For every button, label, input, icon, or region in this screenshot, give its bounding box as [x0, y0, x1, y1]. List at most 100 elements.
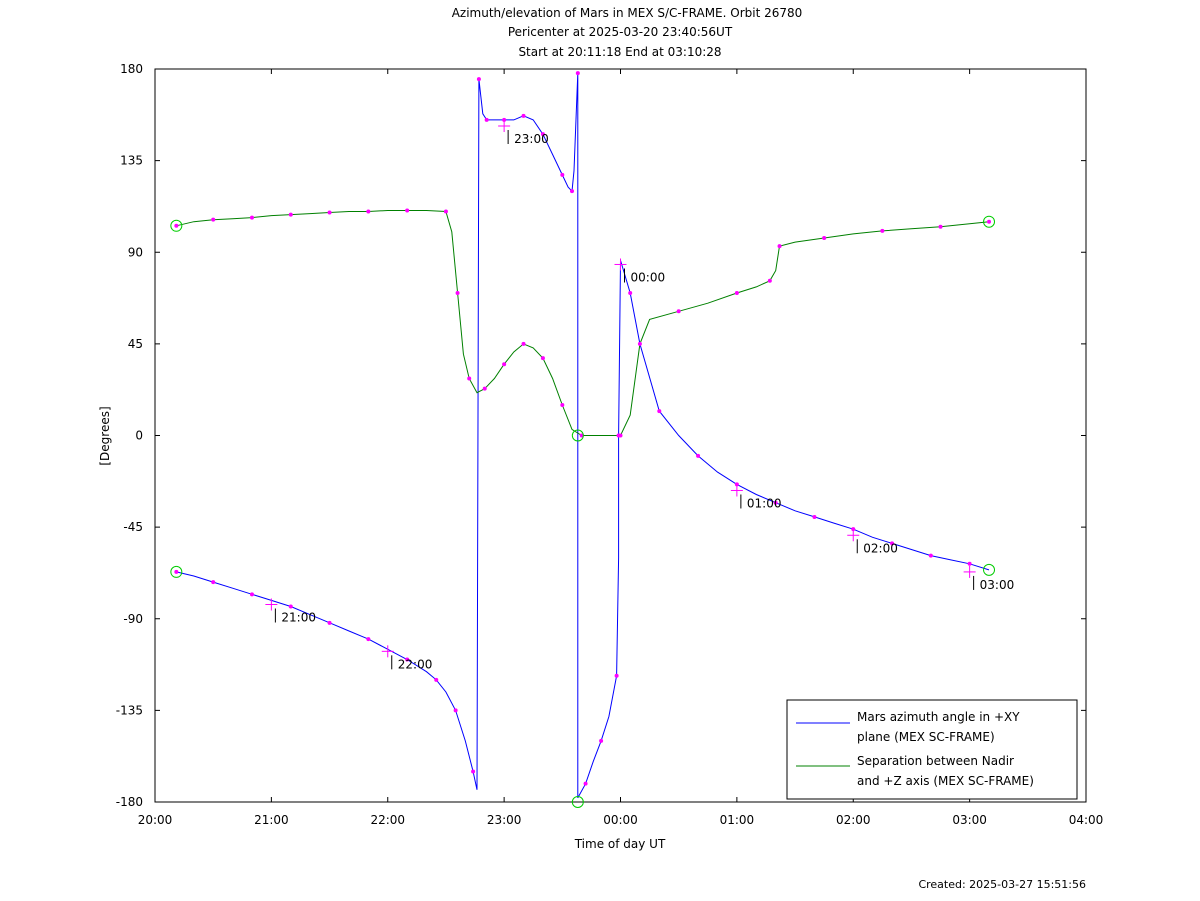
sample-point	[583, 781, 588, 786]
y-tick-label: 180	[120, 62, 143, 76]
sample-point	[540, 356, 545, 361]
y-axis-label: [Degrees]	[98, 406, 112, 465]
sample-point	[502, 117, 507, 122]
sample-point	[540, 132, 545, 137]
sample-point	[777, 244, 782, 249]
sample-point	[696, 453, 701, 458]
hour-label: 02:00	[863, 541, 898, 555]
sample-point	[476, 77, 481, 82]
hour-labels: 21:00 22:00 23:00 00:00 01:00 02:00 03:00	[265, 120, 1014, 671]
sample-point	[482, 386, 487, 391]
sample-point	[637, 341, 642, 346]
x-tick-label: 23:00	[487, 813, 522, 827]
sample-point	[405, 657, 410, 662]
sample-point	[471, 769, 476, 774]
circle-marker	[983, 215, 996, 228]
sample-point	[987, 219, 992, 224]
markers-layer	[170, 71, 996, 808]
sample-point	[657, 409, 662, 414]
x-axis: 20:00 21:00 22:00 23:00 00:00 01:00 02:00 03:00…	[138, 69, 1104, 827]
created-timestamp: Created: 2025-03-27 15:51:56	[918, 878, 1086, 891]
sample-point	[812, 514, 817, 519]
sample-point	[484, 117, 489, 122]
y-tick-label: -90	[123, 612, 143, 626]
sample-point	[599, 738, 604, 743]
y-tick-label: 90	[128, 245, 143, 259]
sample-point	[928, 553, 933, 558]
y-tick-label: -45	[123, 520, 143, 534]
sample-point	[327, 210, 332, 215]
sample-point	[453, 708, 458, 713]
sample-point	[249, 592, 254, 597]
sample-point	[767, 278, 772, 283]
sample-point	[288, 604, 293, 609]
x-tick-label: 22:00	[370, 813, 405, 827]
sample-point	[560, 172, 565, 177]
sample-point	[502, 362, 507, 367]
sample-point	[618, 433, 623, 438]
sample-point	[579, 433, 584, 438]
x-tick-label: 20:00	[138, 813, 173, 827]
sample-point	[174, 569, 179, 574]
sample-point	[773, 500, 778, 505]
x-tick-label: 03:00	[952, 813, 987, 827]
chart-title: Azimuth/elevation of Mars in MEX S/C-FRA…	[452, 6, 803, 59]
y-tick-label: -135	[116, 703, 143, 717]
circle-marker	[571, 429, 584, 442]
circle-marker	[170, 565, 183, 578]
x-tick-label: 00:00	[603, 813, 638, 827]
sample-point	[467, 376, 472, 381]
circle-marker	[983, 563, 996, 576]
sample-point	[822, 235, 827, 240]
sample-point	[405, 208, 410, 213]
sample-point	[443, 209, 448, 214]
sample-point	[967, 561, 972, 566]
sample-point	[575, 71, 580, 76]
sample-point	[455, 290, 460, 295]
series-layer	[176, 73, 990, 799]
x-tick-label: 21:00	[254, 813, 289, 827]
sample-point	[890, 541, 895, 546]
x-tick-label: 01:00	[720, 813, 755, 827]
sample-point	[880, 228, 885, 233]
sample-point	[366, 637, 371, 642]
sample-point	[521, 113, 526, 118]
sample-point	[614, 673, 619, 678]
sample-point	[366, 209, 371, 214]
y-tick-label: 135	[120, 154, 143, 168]
sample-point	[560, 402, 565, 407]
legend-azimuth-line-1: Mars azimuth angle in +XY	[857, 710, 1020, 724]
sample-point	[734, 482, 739, 487]
sample-point	[628, 290, 633, 295]
title-line-1: Azimuth/elevation of Mars in MEX S/C-FRA…	[452, 6, 803, 20]
y-tick-label: -180	[116, 795, 143, 809]
title-line-2: Pericenter at 2025-03-20 23:40:56UT	[508, 25, 733, 39]
y-tick-label: 0	[135, 429, 143, 443]
sample-point	[570, 189, 575, 194]
circle-marker	[170, 219, 183, 232]
hour-label: 00:00	[631, 270, 666, 284]
sample-point	[174, 223, 179, 228]
legend-azimuth-line-2: plane (MEX SC-FRAME)	[857, 730, 995, 744]
x-tick-label: 04:00	[1069, 813, 1104, 827]
sample-point	[211, 580, 216, 585]
legend-separation-line-1: Separation between Nadir	[857, 754, 1014, 768]
circle-marker	[571, 796, 584, 808]
hour-label: 03:00	[980, 578, 1015, 592]
sample-point	[851, 527, 856, 532]
x-axis-label: Time of day UT	[574, 837, 666, 851]
sample-point	[521, 341, 526, 346]
x-tick-label: 02:00	[836, 813, 871, 827]
sample-point	[734, 290, 739, 295]
y-axis: 180 135 90 45 0 -45 -90 -135 -180	[116, 62, 1086, 809]
y-tick-label: 45	[128, 337, 143, 351]
hour-label: 22:00	[398, 657, 433, 671]
sample-point	[288, 212, 293, 217]
hour-label: 23:00	[514, 132, 549, 146]
series-line-1	[176, 210, 990, 436]
sample-point	[676, 309, 681, 314]
title-line-3: Start at 20:11:18 End at 03:10:28	[518, 45, 721, 59]
series-line-0	[176, 73, 990, 799]
sample-point	[434, 677, 439, 682]
